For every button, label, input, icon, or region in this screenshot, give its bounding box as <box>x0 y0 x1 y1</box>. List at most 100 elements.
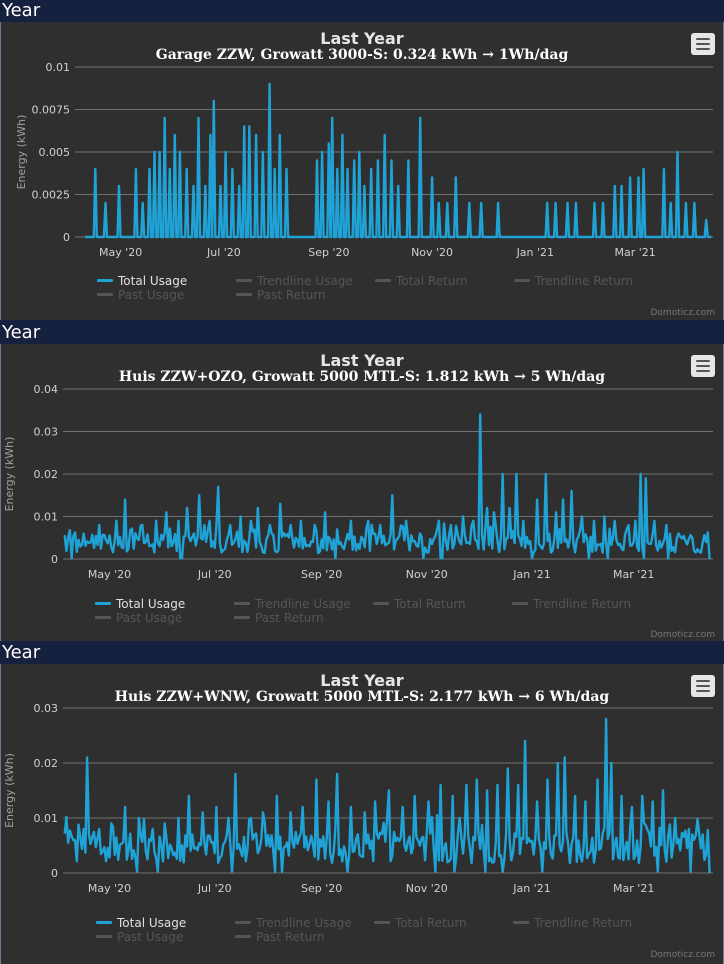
legend-label: Total Usage <box>117 916 187 930</box>
x-tick-label: Jan '21 <box>512 568 550 581</box>
x-tick-label: Nov '20 <box>406 568 448 581</box>
x-tick-label: Jan '21 <box>516 246 554 259</box>
legend-total-usage[interactable]: Total Usage <box>95 597 185 611</box>
y-tick-label: 0.04 <box>34 383 59 396</box>
menu-icon[interactable] <box>691 675 715 697</box>
legend-swatch <box>234 616 250 619</box>
menu-icon[interactable] <box>691 33 715 55</box>
x-tick-label: May '20 <box>99 246 142 259</box>
x-tick-label: May '20 <box>88 568 131 581</box>
legend-swatch <box>235 921 251 924</box>
legend-trendline-usage[interactable]: Trendline Usage <box>235 916 352 930</box>
legend-label: Total Return <box>396 274 468 288</box>
credit-link[interactable]: Domoticz.com <box>650 308 716 318</box>
chart-title: Last Year <box>320 29 404 48</box>
credit-link[interactable]: Domoticz.com <box>650 950 716 960</box>
y-tick-label: 0.02 <box>34 468 59 481</box>
y-tick-label: 0.03 <box>34 702 59 715</box>
y-tick-label: 0.01 <box>46 61 71 74</box>
legend-label: Past Usage <box>116 611 183 625</box>
panel-header: Year <box>0 641 724 664</box>
y-tick-label: 0.005 <box>39 146 71 159</box>
legend-swatch <box>95 616 111 619</box>
series-line-total-usage <box>85 82 712 239</box>
legend-swatch <box>97 293 113 296</box>
legend-total-return[interactable]: Total Return <box>375 274 468 288</box>
legend-swatch <box>375 279 391 282</box>
legend-label: Trendline Usage <box>257 274 353 288</box>
legend-past-usage[interactable]: Past Usage <box>97 288 184 302</box>
legend-trendline-return[interactable]: Trendline Return <box>513 916 632 930</box>
chart-plot: 0 0.01 0.02 0.03 0.04 May '20 Jul '20 Sep '20 No… <box>3 383 713 581</box>
y-tick-label: 0.0025 <box>32 189 71 202</box>
y-axis-title: Energy (kWh) <box>3 753 16 828</box>
legend-past-return[interactable]: Past Return <box>235 930 325 944</box>
chart-title: Last Year <box>320 671 404 690</box>
panel-header: Year <box>0 0 724 22</box>
chart-subtitle: Huis ZZW+OZO, Growatt 5000 MTL-S: 1.812 … <box>118 369 606 385</box>
x-tick-label: Sep '20 <box>301 568 342 581</box>
chart-panel-3: Year Last Year Huis ZZW+WNW, Growatt 500… <box>0 641 724 964</box>
x-tick-label: Nov '20 <box>406 882 448 895</box>
panel-header: Year <box>0 320 724 344</box>
legend-total-usage[interactable]: Total Usage <box>96 916 186 930</box>
legend-swatch <box>96 935 112 938</box>
legend-past-return[interactable]: Past Return <box>234 611 324 625</box>
legend-label: Past Usage <box>117 930 184 944</box>
legend-swatch <box>512 602 528 605</box>
menu-icon[interactable] <box>691 355 715 377</box>
legend-past-usage[interactable]: Past Usage <box>95 611 182 625</box>
legend-label: Total Return <box>394 597 466 611</box>
chart-plot: 0 0.01 0.02 0.03 May '20 Jul '20 Sep '20 Nov '2… <box>3 702 713 895</box>
y-tick-label: 0.0075 <box>32 104 71 117</box>
legend-swatch <box>513 921 529 924</box>
legend-swatch <box>95 602 111 605</box>
y-tick-label: 0.01 <box>34 511 59 524</box>
legend-label: Past Return <box>255 611 324 625</box>
legend-label: Trendline Return <box>535 274 634 288</box>
legend-swatch <box>97 279 113 282</box>
legend-label: Total Usage <box>116 597 186 611</box>
legend-label: Trendline Usage <box>255 597 351 611</box>
y-tick-label: 0 <box>51 553 58 566</box>
x-tick-label: Mar '21 <box>613 882 654 895</box>
x-tick-label: Jul '20 <box>197 882 232 895</box>
x-tick-label: Jul '20 <box>197 568 232 581</box>
y-tick-label: 0.02 <box>34 757 59 770</box>
chart-container: Last Year Huis ZZW+WNW, Growatt 5000 MTL… <box>0 664 724 964</box>
chart-subtitle: Garage ZZW, Growatt 3000-S: 0.324 kWh → … <box>155 47 569 63</box>
legend-label: Trendline Return <box>534 916 633 930</box>
legend-past-return[interactable]: Past Return <box>236 288 326 302</box>
legend-swatch <box>373 602 389 605</box>
legend-swatch <box>234 602 250 605</box>
x-tick-label: Mar '21 <box>615 246 656 259</box>
legend-trendline-usage[interactable]: Trendline Usage <box>236 274 353 288</box>
legend-trendline-usage[interactable]: Trendline Usage <box>234 597 351 611</box>
x-tick-label: Sep '20 <box>301 882 342 895</box>
chart-panel-2: Year Last Year Huis ZZW+OZO, Growatt 500… <box>0 320 724 641</box>
chart-panel-1: Year Last Year Garage ZZW, Growatt 3000-… <box>0 0 724 320</box>
y-axis-title: Energy (kWh) <box>15 115 28 190</box>
y-tick-label: 0.01 <box>34 812 59 825</box>
credit-link[interactable]: Domoticz.com <box>650 630 716 640</box>
legend-swatch <box>96 921 112 924</box>
legend-swatch <box>374 921 390 924</box>
chart-title: Last Year <box>320 351 404 370</box>
legend-label: Past Return <box>256 930 325 944</box>
legend-trendline-return[interactable]: Trendline Return <box>514 274 633 288</box>
legend-trendline-return[interactable]: Trendline Return <box>512 597 631 611</box>
legend-swatch <box>236 293 252 296</box>
x-tick-label: Sep '20 <box>308 246 349 259</box>
chart-container: Last Year Garage ZZW, Growatt 3000-S: 0.… <box>0 22 724 320</box>
legend-swatch <box>236 279 252 282</box>
x-tick-label: Jan '21 <box>512 882 550 895</box>
chart-subtitle: Huis ZZW+WNW, Growatt 5000 MTL-S: 2.177 … <box>114 689 610 705</box>
legend-total-return[interactable]: Total Return <box>373 597 466 611</box>
chart-container: Last Year Huis ZZW+OZO, Growatt 5000 MTL… <box>0 344 724 641</box>
legend-label: Total Usage <box>118 274 188 288</box>
legend-total-return[interactable]: Total Return <box>374 916 467 930</box>
legend-past-usage[interactable]: Past Usage <box>96 930 183 944</box>
y-axis-title: Energy (kWh) <box>3 437 16 512</box>
legend-total-usage[interactable]: Total Usage <box>97 274 187 288</box>
y-tick-label: 0.03 <box>34 426 59 439</box>
